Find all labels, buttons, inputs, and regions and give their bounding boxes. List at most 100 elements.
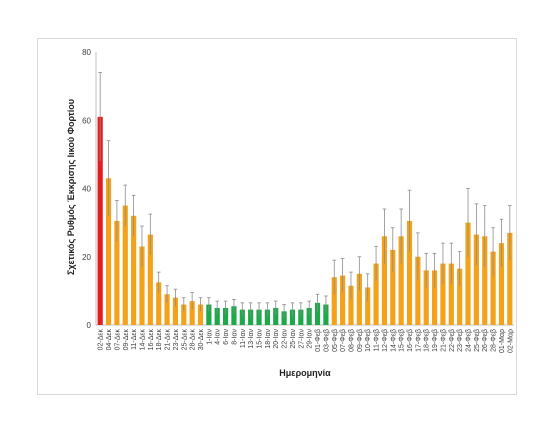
bar xyxy=(197,304,204,325)
x-tick-label: 19-Φεβ xyxy=(432,329,439,352)
x-tick-labels: 02-Δεκ 04-Δεκ 07-Δεκ 09-Δεκ 11-Δεκ 14-Δεκ 16-Δ… xyxy=(98,329,515,353)
bar xyxy=(105,178,112,325)
bar xyxy=(248,309,254,325)
bar xyxy=(164,294,170,325)
x-tick-label: 18-Φεβ xyxy=(424,329,431,352)
x-tick-label: 18-Ιαν xyxy=(265,329,272,349)
bar xyxy=(381,236,388,325)
x-tick-label: 03-Φεβ xyxy=(323,329,330,352)
bar xyxy=(131,215,137,325)
x-tick-label: 14-Δεκ xyxy=(139,329,146,351)
x-tick-label: 16-Φεβ xyxy=(407,329,414,352)
x-tick-label: 01-Φεβ xyxy=(315,329,322,352)
x-tick-label: 23-Φεβ xyxy=(457,329,464,352)
bar xyxy=(206,304,212,325)
bar xyxy=(406,220,413,325)
bar xyxy=(465,222,471,325)
x-tick-label: 27-Ιαν xyxy=(298,329,305,349)
x-tick-label: 23-Δεκ xyxy=(173,329,180,351)
x-tick-label: 20-Ιαν xyxy=(273,329,280,349)
x-tick-label: 05-Φεβ xyxy=(332,329,339,352)
x-tick-label: 24-Φεβ xyxy=(466,329,473,352)
bar xyxy=(331,277,337,325)
bar xyxy=(348,285,354,325)
bar xyxy=(289,309,296,325)
x-tick-label: 25-Ιαν xyxy=(290,329,297,349)
x-tick-label: 11-Δεκ xyxy=(131,329,138,350)
y-tick-label: 20 xyxy=(82,253,91,262)
x-tick-label: 6-Ιαν xyxy=(223,329,230,345)
x-tick-label: 4-Ιαν xyxy=(215,329,222,345)
bar xyxy=(498,243,505,325)
bar xyxy=(314,302,321,325)
x-tick-label: 04-Δεκ xyxy=(106,329,113,351)
x-tick-label: 25-Φεβ xyxy=(474,329,481,352)
bar xyxy=(97,116,103,326)
bar xyxy=(340,275,346,325)
bar xyxy=(298,309,304,325)
x-tick-label: 07-Δεκ xyxy=(114,329,121,351)
x-axis-title: Ημερομηνία xyxy=(279,368,331,378)
bar xyxy=(122,205,128,325)
bar xyxy=(373,263,379,325)
bar xyxy=(507,232,513,325)
x-tick-label: 22-Φεβ xyxy=(449,329,456,352)
x-tick-label: 09-Δεκ xyxy=(123,329,130,351)
x-tick-label: 11-Ιαν xyxy=(240,329,247,349)
bar xyxy=(356,273,362,325)
x-tick-label: 21-Φεβ xyxy=(440,329,447,352)
x-tick-label: 21-Δεκ xyxy=(165,329,172,351)
bar xyxy=(172,297,179,325)
x-tick-label: 10-Φεβ xyxy=(365,329,372,352)
bar xyxy=(423,270,429,325)
x-tick-label: 11-Φεβ xyxy=(374,329,381,351)
x-tick-label: 28-Φεβ xyxy=(491,329,498,352)
x-tick-label: 22-Ιαν xyxy=(282,329,289,349)
bar xyxy=(398,236,404,325)
x-tick-label: 14-Φεβ xyxy=(390,329,397,352)
x-tick-label: 17-Φεβ xyxy=(415,329,422,352)
bar xyxy=(156,282,162,325)
bar xyxy=(482,236,488,325)
bar xyxy=(457,268,463,325)
x-tick-label: 26-Φεβ xyxy=(482,329,489,352)
x-tick-label: 30-Δεκ xyxy=(198,329,205,351)
x-tick-label: 08-Φεβ xyxy=(348,329,355,352)
bar xyxy=(189,301,195,325)
x-tick-label: 16-Δεκ xyxy=(148,329,155,351)
bar xyxy=(181,304,187,325)
x-tick-label: 1-Ιαν xyxy=(206,329,213,345)
bar xyxy=(273,307,279,325)
bar xyxy=(214,307,220,325)
y-tick-labels: 0 20 40 60 80 xyxy=(82,48,91,330)
x-tick-label: 09-Φεβ xyxy=(357,329,364,352)
bar xyxy=(239,309,245,325)
bar xyxy=(473,234,479,325)
error-bars xyxy=(98,72,512,319)
x-tick-label: 18-Δεκ xyxy=(156,329,163,351)
bar xyxy=(431,270,438,325)
x-tick-label: 15-Φεβ xyxy=(399,329,406,352)
y-axis-title: Σχετικός Ρυθμός Έκκρισης Ιικού Φορτίου xyxy=(66,99,76,275)
x-tick-label: 02-Δεκ xyxy=(98,329,105,351)
x-tick-label: 29-Ιαν xyxy=(307,329,314,349)
bar xyxy=(390,249,396,325)
bar xyxy=(256,309,262,325)
bar xyxy=(440,263,446,325)
bar xyxy=(365,287,371,325)
x-tick-label: 01-Μαρ xyxy=(499,329,506,353)
bar xyxy=(415,256,421,325)
bar xyxy=(490,251,496,325)
bar xyxy=(306,307,312,325)
bar xyxy=(114,220,120,325)
x-tick-label: 12-Φεβ xyxy=(382,329,389,352)
y-tick-label: 40 xyxy=(82,185,91,194)
y-tick-label: 80 xyxy=(82,48,91,57)
x-tick-label: 02-Μαρ xyxy=(507,329,514,353)
bar xyxy=(231,306,237,325)
x-tick-label: 15-Ιαν xyxy=(257,329,264,349)
y-tick-label: 0 xyxy=(87,321,92,330)
x-tick-label: 13-Ιαν xyxy=(248,329,255,349)
x-tick-label: 8-Ιαν xyxy=(231,329,238,345)
